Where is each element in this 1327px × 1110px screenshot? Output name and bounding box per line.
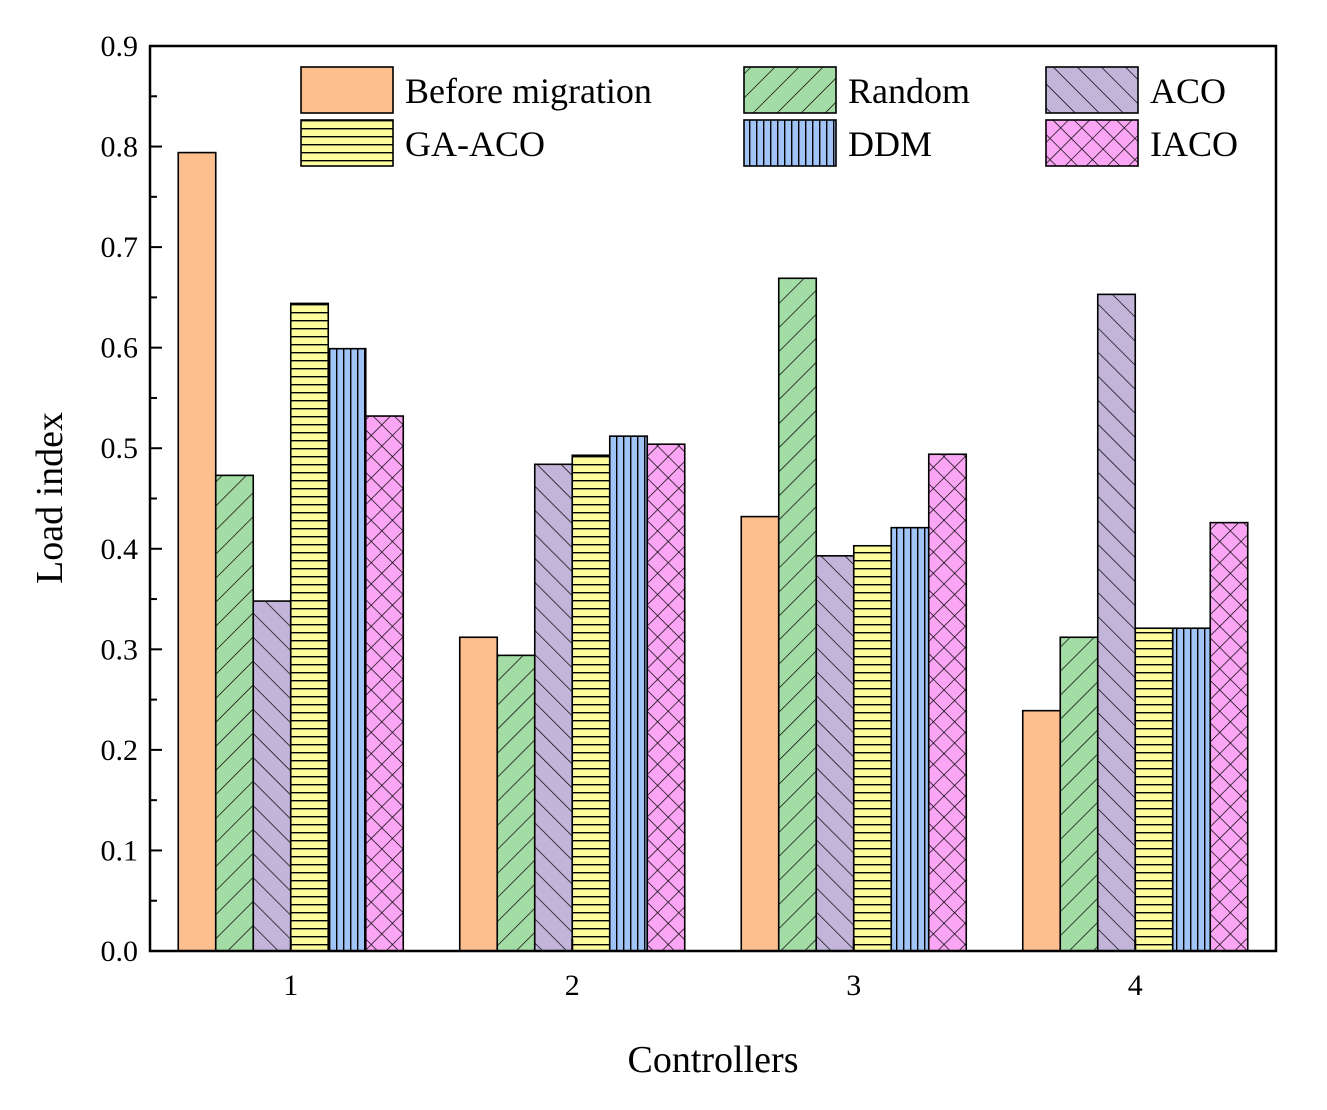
legend-swatch-ddm <box>743 119 837 167</box>
y-tick-label: 0.6 <box>101 332 139 365</box>
bar-ga-aco-controller-3 <box>852 544 893 952</box>
bar-ga-aco-controller-4 <box>1134 627 1174 952</box>
bar-before-migration-controller-3 <box>740 515 780 952</box>
bar-before-migration-controller-4 <box>1021 709 1062 952</box>
bar-random-controller-3 <box>777 277 818 952</box>
legend-label-before-migration: Before migration <box>405 71 652 111</box>
legend-label-ga-aco: GA-ACO <box>405 124 545 164</box>
x-tick-label: 3 <box>846 969 861 1002</box>
bar-aco-controller-1 <box>252 600 292 952</box>
y-tick-label: 0.1 <box>101 834 139 867</box>
bar-before-migration-controller-2 <box>458 636 499 952</box>
bar-ga-aco-controller-2 <box>571 454 611 952</box>
x-tick-label: 1 <box>283 969 298 1002</box>
y-tick-label: 0.0 <box>101 935 139 968</box>
bar-ga-aco-controller-1 <box>289 302 330 952</box>
y-tick-label: 0.8 <box>101 131 139 164</box>
y-tick-label: 0.3 <box>101 633 139 666</box>
ticks-group: 0.0 0.1 0.2 0.3 0.4 0.5 0.6 0.7 0.8 0.9 1 2 3 4 <box>101 30 1143 1002</box>
bar-ddm-controller-3 <box>890 526 930 952</box>
bars-group <box>177 151 1249 952</box>
bar-iaco-controller-2 <box>646 443 686 952</box>
bar-random-controller-2 <box>496 654 536 952</box>
bar-random-controller-1 <box>214 474 255 952</box>
legend-swatch-ga-aco <box>300 119 394 167</box>
legend-swatch-random <box>743 66 837 114</box>
bar-before-migration-controller-1 <box>177 151 217 952</box>
legend-label-ddm: DDM <box>848 124 932 164</box>
bar-ddm-controller-2 <box>608 435 649 952</box>
bar-aco-controller-2 <box>533 463 574 952</box>
bar-iaco-controller-3 <box>927 453 968 952</box>
y-tick-label: 0.4 <box>101 533 139 566</box>
bar-ddm-controller-4 <box>1171 627 1212 952</box>
y-tick-label: 0.9 <box>101 30 139 63</box>
legend-label-random: Random <box>848 71 970 111</box>
y-tick-label: 0.5 <box>101 432 139 465</box>
bar-aco-controller-4 <box>1096 293 1137 952</box>
x-tick-label: 2 <box>565 969 580 1002</box>
y-tick-label: 0.7 <box>101 231 139 264</box>
bar-aco-controller-3 <box>815 555 855 952</box>
legend-label-aco: ACO <box>1150 71 1226 111</box>
bar-ddm-controller-1 <box>327 347 367 952</box>
bar-random-controller-4 <box>1059 636 1099 952</box>
legend-swatch-before-migration <box>300 66 394 114</box>
y-axis-label: Load index <box>29 412 71 584</box>
legend: Before migration Random ACO GA-ACO DDM IACO <box>300 66 1238 167</box>
legend-swatch-iaco <box>1045 119 1139 167</box>
x-tick-label: 4 <box>1128 969 1143 1002</box>
bar-iaco-controller-1 <box>364 415 405 952</box>
legend-swatch-aco <box>1045 66 1139 114</box>
y-tick-label: 0.2 <box>101 734 139 767</box>
x-axis-label: Controllers <box>628 1039 799 1081</box>
bar-iaco-controller-4 <box>1209 521 1249 952</box>
legend-label-iaco: IACO <box>1150 124 1238 164</box>
